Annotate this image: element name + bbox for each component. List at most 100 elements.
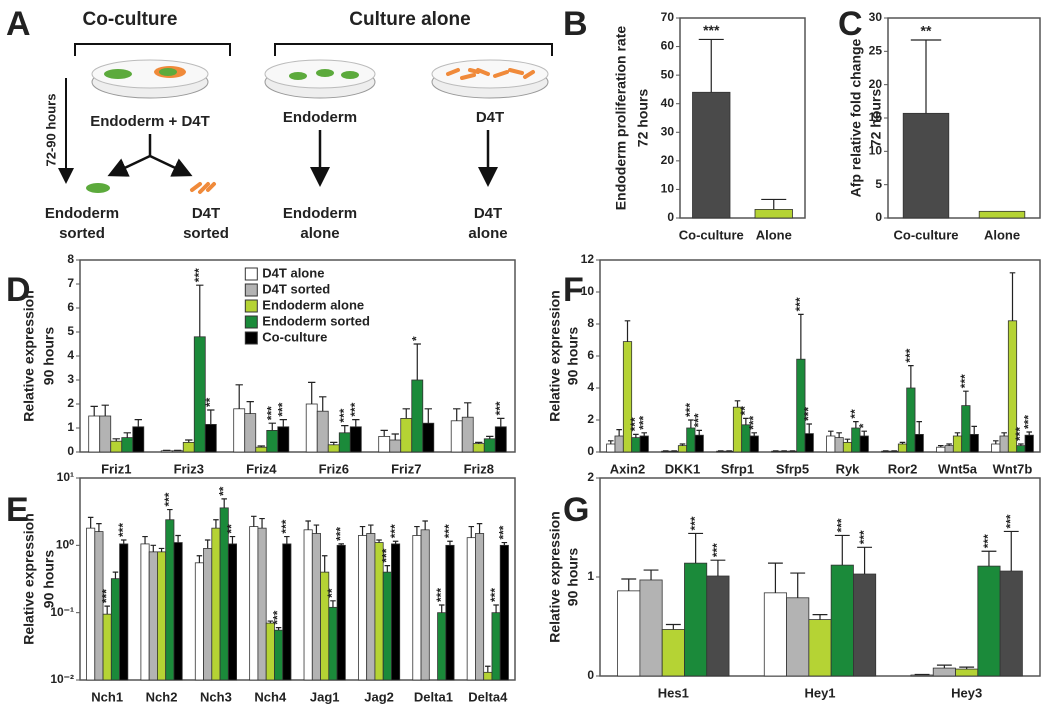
bar xyxy=(166,520,174,680)
error-bar xyxy=(828,431,834,436)
x-tick-label: Hes1 xyxy=(658,685,689,700)
bar xyxy=(306,404,317,452)
legend-label: Co-culture xyxy=(262,329,327,344)
y-tick-label: 0 xyxy=(587,668,594,682)
x-tick-label: Sfrp5 xyxy=(776,461,809,476)
bar xyxy=(1017,446,1025,452)
error-bar xyxy=(688,533,703,563)
bar xyxy=(835,438,843,452)
significance: *** xyxy=(116,523,130,537)
significance: *** xyxy=(333,527,347,541)
significance: *** xyxy=(493,401,507,415)
bar xyxy=(1000,571,1022,676)
y-tick-label: 2 xyxy=(587,412,594,426)
error-bar xyxy=(469,527,475,538)
error-bar xyxy=(142,537,148,544)
panel-letter: C xyxy=(838,5,863,43)
bar xyxy=(312,533,320,680)
y-tick-label: 10⁰ xyxy=(56,538,74,552)
dish xyxy=(92,60,208,98)
bracket xyxy=(75,44,230,56)
error-bar xyxy=(621,579,636,591)
bar xyxy=(623,342,631,452)
legend-swatch xyxy=(245,316,257,328)
error-bar xyxy=(113,572,119,579)
bar xyxy=(204,548,212,680)
error-bar xyxy=(314,525,320,533)
error-bar xyxy=(196,285,203,337)
outcome-label: D4T xyxy=(474,205,502,222)
bar xyxy=(228,544,236,680)
error-bar xyxy=(230,537,236,544)
y-tick-label: 6 xyxy=(67,300,74,314)
bar xyxy=(274,630,282,680)
bar xyxy=(383,572,391,680)
y-tick-label: 8 xyxy=(67,252,74,266)
y-tick-label: 30 xyxy=(661,124,675,138)
y-tick-label: 1 xyxy=(587,569,594,583)
bar xyxy=(267,430,278,452)
significance: *** xyxy=(348,402,362,416)
error-bar xyxy=(167,510,173,520)
error-bar xyxy=(392,434,399,440)
bar xyxy=(421,530,429,680)
y-tick-label: 2 xyxy=(587,470,594,484)
group-title: Culture alone xyxy=(349,9,470,30)
bar xyxy=(212,528,220,680)
bar xyxy=(161,451,172,452)
error-bar xyxy=(159,548,165,551)
error-bar xyxy=(502,543,508,546)
significance: *** xyxy=(801,407,815,421)
y-tick-label: 30 xyxy=(869,10,883,24)
bar xyxy=(662,629,684,676)
bar xyxy=(111,579,119,680)
error-bar xyxy=(104,606,110,614)
error-bar xyxy=(360,527,366,536)
y-tick-label: 0 xyxy=(67,444,74,458)
y-tick-label: 7 xyxy=(67,276,74,290)
x-tick-label: Delta1 xyxy=(414,689,453,704)
significance: *** xyxy=(857,530,871,544)
error-bar xyxy=(341,426,348,433)
error-bar xyxy=(447,541,453,545)
y-tick-label: 5 xyxy=(67,324,74,338)
y-tick-label: 5 xyxy=(875,177,882,191)
significance: *** xyxy=(688,516,702,530)
x-tick-label: Friz8 xyxy=(464,461,494,476)
significance: ** xyxy=(216,486,230,496)
y-axis-label: Relative expression xyxy=(547,511,563,643)
bar xyxy=(979,211,1025,218)
error-bar xyxy=(641,433,647,436)
bar xyxy=(120,544,128,680)
y-tick-label: 10⁻² xyxy=(50,672,74,686)
error-bar xyxy=(121,540,127,544)
bar xyxy=(317,411,328,452)
error-bar xyxy=(813,615,828,620)
bar xyxy=(484,672,492,680)
significance: *** xyxy=(275,402,289,416)
legend-swatch xyxy=(245,332,257,344)
bar xyxy=(978,566,1000,676)
significance: *** xyxy=(162,492,176,506)
error-bar xyxy=(221,499,227,508)
x-tick-label: DKK1 xyxy=(665,461,700,476)
x-tick-label: Ror2 xyxy=(888,461,918,476)
x-tick-label: Alone xyxy=(984,227,1020,242)
bar xyxy=(234,409,245,452)
error-bar xyxy=(768,563,783,593)
error-bar xyxy=(308,382,315,404)
bar xyxy=(304,530,312,680)
error-bar xyxy=(982,551,997,566)
bar xyxy=(693,92,731,218)
error-bar xyxy=(633,434,639,437)
x-tick-label: Friz6 xyxy=(319,461,349,476)
error-bar xyxy=(710,560,725,576)
outcome-label: sorted xyxy=(59,225,105,242)
error-bar xyxy=(330,601,336,608)
error-bar xyxy=(1004,531,1019,571)
y-axis-label: Relative expression xyxy=(21,513,37,645)
legend-label: D4T sorted xyxy=(262,281,330,296)
error-bar xyxy=(251,516,257,526)
error-bar xyxy=(197,556,203,563)
bar xyxy=(755,209,793,218)
